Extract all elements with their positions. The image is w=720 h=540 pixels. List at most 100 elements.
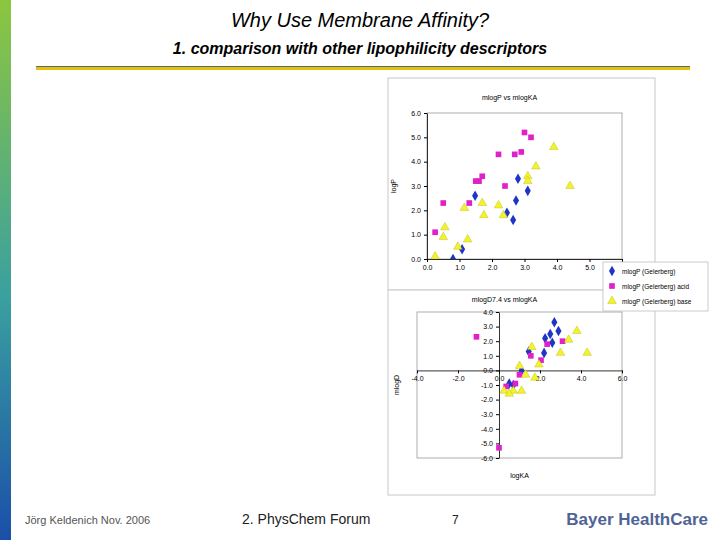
y-tick: -3.0 [481, 411, 499, 418]
y-tick-label: 2.0 [411, 207, 421, 214]
y-tick-label: 6.0 [411, 110, 421, 117]
scatter-point [521, 370, 530, 377]
y-tick: 3.0 [483, 323, 499, 330]
title-rule [36, 68, 690, 71]
legend-box [603, 262, 708, 311]
legend-label: mlogP (Gelerberg) base [622, 298, 692, 306]
x-tick: 4.0 [577, 370, 587, 382]
footer-event: 2. PhysChem Forum [242, 511, 370, 527]
y-tick-label: 5.0 [411, 134, 421, 141]
scatter-point [513, 381, 519, 387]
chart-box [388, 290, 655, 495]
y-tick-label: -4.0 [481, 426, 493, 433]
scatter-point [431, 252, 440, 259]
y-tick-label: 3.0 [411, 183, 421, 190]
series [431, 142, 574, 259]
legend-label: mlogP (Gelerberg) acid [622, 283, 689, 291]
chart-title: mlogP vs mlogKA [482, 94, 537, 102]
y-tick-mark [424, 210, 427, 211]
slide-subtitle: 1. comparison with other lipophilicity d… [173, 40, 547, 57]
footer-page: 7 [452, 513, 459, 527]
legend-label: mlogP (Gelerberg) [622, 268, 675, 276]
y-tick-mark [496, 370, 499, 371]
y-tick-label: 0.0 [483, 367, 493, 374]
y-tick: 1.0 [483, 353, 499, 360]
x-tick: 0.0 [423, 259, 433, 271]
x-tick: 5.0 [585, 259, 595, 271]
x-tick-mark [417, 370, 418, 373]
y-tick-label: 4.0 [411, 158, 421, 165]
y-tick-mark [496, 312, 499, 313]
scatter-point [532, 162, 541, 169]
x-tick-mark [557, 259, 558, 262]
x-tick: 6.0 [618, 370, 628, 382]
scatter-point [478, 198, 487, 205]
x-tick-mark [492, 259, 493, 262]
y-axis: 0.01.02.03.04.05.06.0 [411, 110, 427, 263]
scatter-point [499, 210, 508, 217]
y-tick: 6.0 [411, 110, 427, 117]
y-tick-label: -6.0 [481, 455, 493, 462]
x-tick: 1.0 [455, 259, 465, 271]
y-tick-label: 2.0 [483, 338, 493, 345]
y-tick-mark [424, 113, 427, 114]
y-tick: 2.0 [483, 338, 499, 345]
x-tick-mark [590, 259, 591, 262]
scatter-point [528, 342, 537, 349]
y-tick: 1.0 [411, 231, 427, 238]
legend-symbol [609, 266, 615, 277]
chart-title: mlogD7.4 vs mlogKA [472, 296, 538, 304]
y-tick-mark [496, 458, 499, 459]
scatter-point [528, 135, 534, 141]
scatter-point [517, 386, 526, 393]
y-tick: 3.0 [411, 183, 427, 190]
scatter-point [556, 348, 565, 355]
x-tick: 4.0 [553, 259, 563, 271]
scatter-point [549, 142, 558, 149]
y-tick-label: -2.0 [481, 396, 493, 403]
y-tick-mark [496, 341, 499, 342]
legend: mlogP (Gelerberg) mlogP (Gelerberg) acid m… [603, 262, 708, 311]
x-tick: -4.0 [411, 370, 423, 382]
x-tick-mark [525, 259, 526, 262]
x-tick-mark [622, 259, 623, 262]
scatter-point [432, 229, 438, 235]
slide: Why Use Membrane Affinity? 1. comparison … [0, 0, 720, 540]
scatter-point [479, 173, 485, 179]
y-axis-line [427, 114, 428, 260]
y-tick-mark [496, 327, 499, 328]
scatter-point [512, 152, 518, 158]
x-tick-mark [458, 370, 459, 373]
scatter-point [541, 348, 547, 359]
x-tick: -2.0 [452, 370, 464, 382]
x-tick-label: 4.0 [553, 264, 563, 271]
slide-canvas: Why Use Membrane Affinity? 1. comparison … [0, 0, 720, 540]
scatter-point [502, 183, 508, 189]
y-tick: -6.0 [481, 455, 499, 462]
scatter-point [560, 338, 566, 344]
scatter-point [583, 348, 592, 355]
scatter-point [454, 242, 463, 249]
scatter-point [466, 200, 472, 206]
scatter-point [472, 190, 478, 201]
scatter-point [440, 200, 446, 206]
legend-symbol [608, 296, 617, 303]
scatter-point [513, 195, 519, 206]
y-tick-mark [424, 235, 427, 236]
y-tick-mark [424, 186, 427, 187]
y-tick-label: 1.0 [411, 231, 421, 238]
x-tick-label: 0.0 [423, 264, 433, 271]
scatter-point [496, 445, 502, 451]
y-tick-label: -1.0 [481, 382, 493, 389]
x-tick-mark [581, 370, 582, 373]
x-tick-label: -4.0 [411, 375, 423, 382]
marks [431, 130, 574, 259]
slide-title: Why Use Membrane Affinity? [231, 9, 490, 31]
x-tick: 2.0 [488, 259, 498, 271]
y-axis-title: logP [390, 179, 398, 193]
y-tick-mark [424, 162, 427, 163]
scatter-point [555, 326, 561, 337]
marks [474, 317, 592, 451]
y-tick: -2.0 [481, 396, 499, 403]
y-tick-mark [496, 356, 499, 357]
